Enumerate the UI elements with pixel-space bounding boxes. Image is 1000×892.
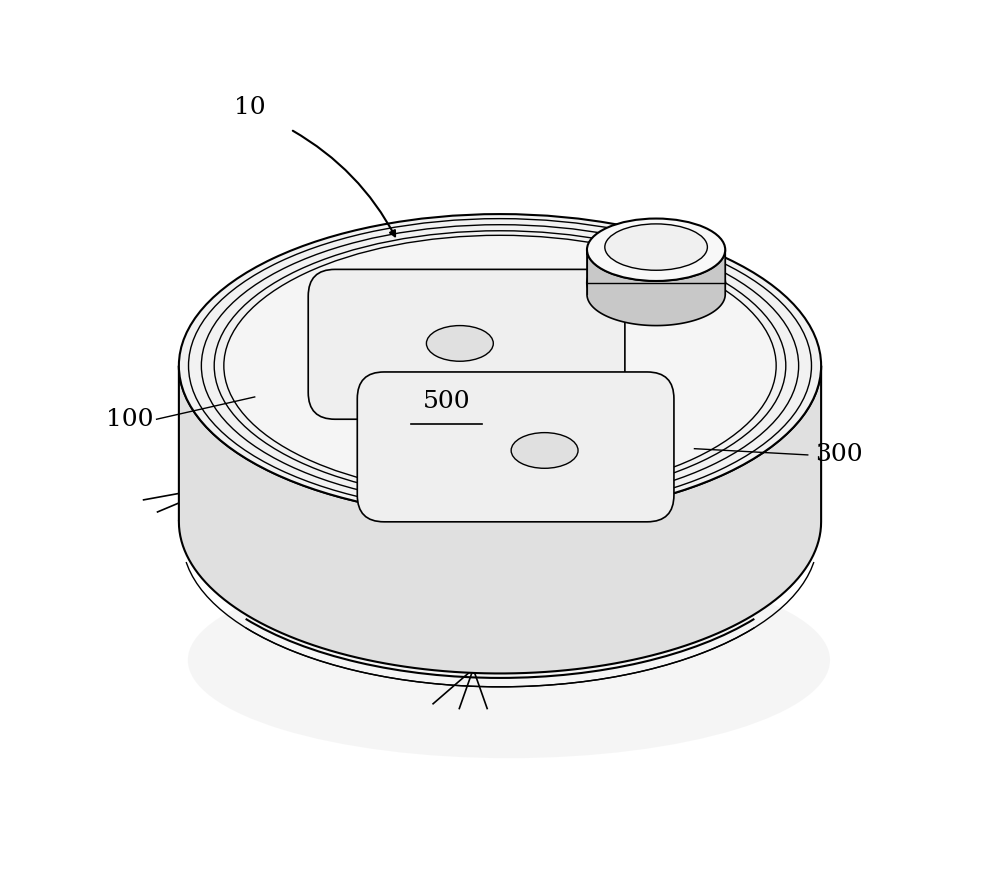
Ellipse shape [511, 433, 578, 468]
FancyBboxPatch shape [308, 269, 625, 419]
Text: 300: 300 [815, 443, 863, 467]
Ellipse shape [587, 252, 725, 314]
Ellipse shape [188, 562, 830, 758]
Ellipse shape [587, 219, 725, 281]
Ellipse shape [179, 214, 821, 517]
Text: 10: 10 [234, 95, 266, 119]
Text: 500: 500 [423, 390, 470, 413]
Ellipse shape [605, 224, 707, 270]
Polygon shape [179, 366, 821, 673]
Ellipse shape [426, 326, 493, 361]
Ellipse shape [224, 235, 776, 496]
Polygon shape [587, 250, 725, 326]
FancyBboxPatch shape [357, 372, 674, 522]
Text: 100: 100 [106, 408, 154, 431]
FancyBboxPatch shape [527, 480, 607, 508]
